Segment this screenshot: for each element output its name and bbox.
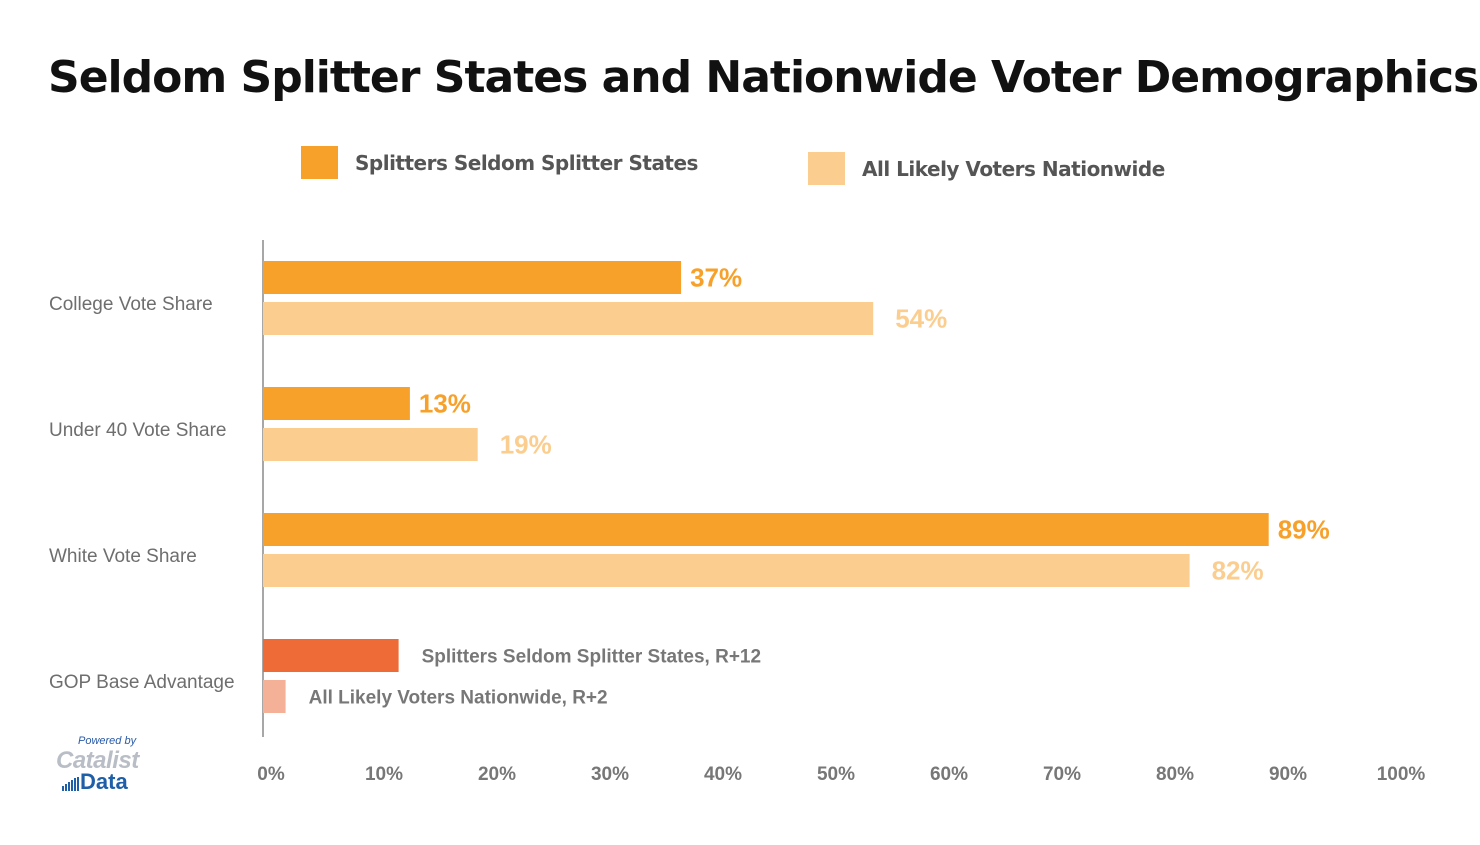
bar-splitters bbox=[263, 639, 399, 672]
logo-catalist: Catalist bbox=[56, 747, 139, 774]
legend-label-nationwide: All Likely Voters Nationwide bbox=[862, 156, 1165, 181]
data-label: 89% bbox=[1278, 515, 1330, 545]
data-label: 54% bbox=[895, 304, 947, 334]
legend-item-nationwide: All Likely Voters Nationwide bbox=[808, 152, 1165, 185]
data-label: 19% bbox=[500, 430, 552, 460]
x-tick-label: 70% bbox=[1043, 764, 1081, 785]
data-label: 82% bbox=[1212, 556, 1264, 586]
logo-powered-by: Powered by bbox=[78, 735, 137, 747]
x-tick-label: 40% bbox=[704, 764, 742, 785]
bar-splitters bbox=[263, 261, 682, 294]
data-label: 37% bbox=[690, 263, 742, 293]
legend-label-splitters: Splitters Seldom Splitter States bbox=[355, 150, 698, 175]
legend-item-splitters: Splitters Seldom Splitter States bbox=[301, 146, 698, 179]
x-tick-label: 90% bbox=[1269, 764, 1307, 785]
bar-nationwide bbox=[263, 680, 286, 713]
bar-nationwide bbox=[263, 554, 1190, 587]
legend-swatch-splitters bbox=[301, 146, 338, 179]
data-label: 13% bbox=[419, 389, 471, 419]
x-tick-label: 30% bbox=[591, 764, 629, 785]
x-tick-label: 50% bbox=[817, 764, 855, 785]
x-tick-label: 100% bbox=[1377, 764, 1426, 785]
x-tick-label: 10% bbox=[365, 764, 403, 785]
bar-splitters bbox=[263, 513, 1269, 546]
annotation-label: All Likely Voters Nationwide, R+2 bbox=[309, 688, 608, 709]
x-tick-label: 60% bbox=[930, 764, 968, 785]
x-tick-label: 0% bbox=[257, 764, 285, 785]
category-label: Under 40 Vote Share bbox=[49, 420, 226, 441]
bar-nationwide bbox=[263, 428, 478, 461]
bar-splitters bbox=[263, 387, 410, 420]
logo-bars-icon bbox=[62, 777, 79, 791]
category-label: College Vote Share bbox=[49, 294, 213, 315]
x-tick-label: 20% bbox=[478, 764, 516, 785]
logo-data: Data bbox=[80, 769, 128, 794]
x-tick-label: 80% bbox=[1156, 764, 1194, 785]
bar-nationwide bbox=[263, 302, 874, 335]
category-label: White Vote Share bbox=[49, 546, 197, 567]
legend-swatch-nationwide bbox=[808, 152, 845, 185]
category-label: GOP Base Advantage bbox=[49, 672, 235, 693]
annotation-label: Splitters Seldom Splitter States, R+12 bbox=[422, 647, 761, 668]
chart-title: Seldom Splitter States and Nationwide Vo… bbox=[48, 52, 1479, 103]
